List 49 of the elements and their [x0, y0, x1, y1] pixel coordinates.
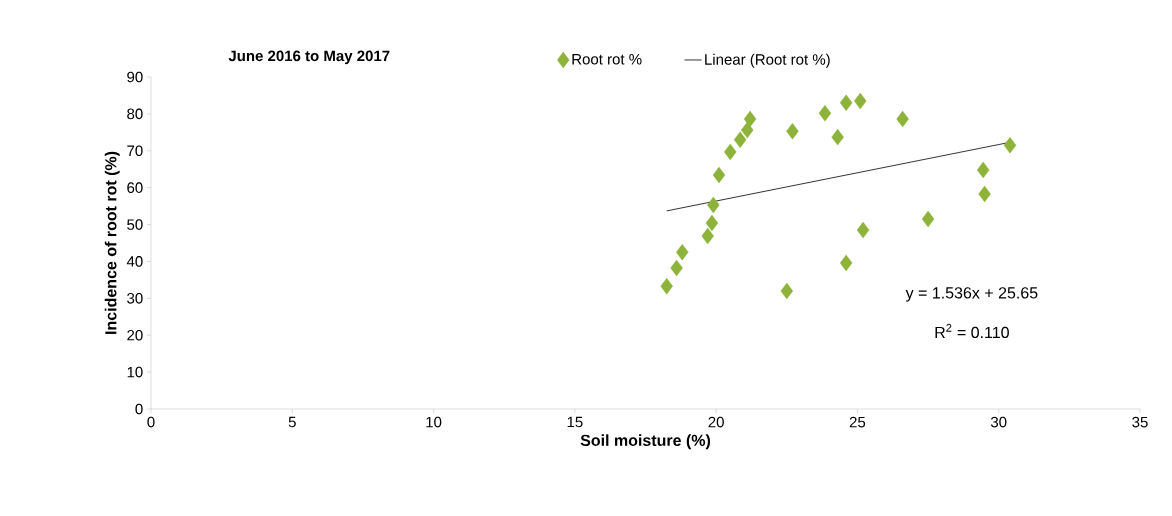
x-tick-label: 0	[147, 416, 155, 428]
legend-label: Root rot %	[572, 54, 642, 65]
point	[676, 244, 689, 261]
point	[976, 161, 990, 179]
point	[1003, 137, 1017, 154]
point	[978, 185, 991, 203]
x-tick-label: 25	[849, 416, 866, 428]
x-tick-label: 5	[288, 416, 296, 428]
point	[780, 282, 793, 300]
point	[705, 214, 719, 232]
point	[856, 221, 870, 239]
y-axis-title: Incidence of root rot (%)	[104, 151, 120, 334]
y-tick-label: 50	[127, 219, 143, 230]
point	[701, 227, 714, 245]
x-tick-label: 20	[708, 416, 724, 428]
point	[733, 131, 747, 148]
chart-title: June 2016 to May 2017	[228, 50, 390, 65]
point	[670, 259, 683, 277]
x-axis-title: Soil moisture (%)	[580, 434, 711, 450]
x-tick-label: 30	[990, 416, 1007, 428]
y-tick-label: 30	[127, 293, 143, 304]
point	[741, 121, 754, 139]
point	[660, 277, 673, 295]
point	[707, 196, 720, 214]
y-tick-label: 70	[127, 145, 143, 157]
point	[839, 254, 853, 272]
annotation: y = 1.536x + 25.65	[905, 287, 1038, 302]
point	[712, 166, 726, 184]
point	[896, 110, 909, 128]
point	[921, 210, 935, 228]
point	[839, 94, 853, 112]
x-tick-label: 15	[567, 416, 583, 428]
y-tick-label: 80	[127, 108, 143, 120]
x-tick-label: 10	[426, 416, 442, 428]
y-tick-label: 90	[127, 71, 143, 83]
point	[831, 128, 844, 146]
y-tick-label: 40	[126, 256, 143, 267]
annotation: R$^{2}$ = 0.110	[935, 323, 1009, 339]
point	[854, 92, 867, 110]
y-tick-label: 0	[135, 403, 143, 415]
y-tick-label: 20	[127, 329, 143, 341]
legend-label: Linear (Root rot %)	[705, 53, 830, 68]
y-tick-label: 60	[127, 182, 143, 193]
point	[743, 110, 757, 128]
point	[818, 104, 832, 122]
point	[786, 123, 799, 140]
y-tick-label: 10	[127, 366, 143, 378]
point	[724, 143, 737, 161]
x-tick-label: 35	[1132, 416, 1148, 428]
